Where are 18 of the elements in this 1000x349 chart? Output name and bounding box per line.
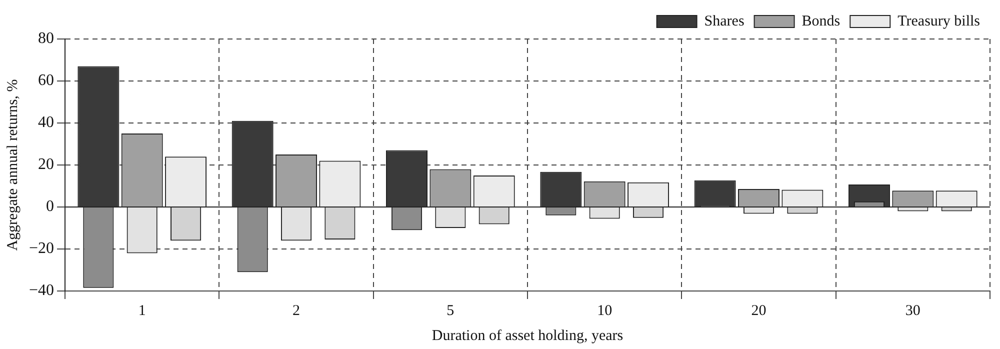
- y-tick-label: 80: [38, 30, 54, 48]
- legend-label: Bonds: [802, 13, 840, 30]
- x-tick-label: 20: [751, 302, 766, 319]
- y-tick-label: 20: [38, 156, 54, 174]
- y-tick-label: −40: [28, 282, 54, 300]
- y-axis-title: Aggregate annual returns, %: [4, 79, 21, 251]
- y-tick-label: −20: [28, 240, 54, 258]
- legend-label: Shares: [704, 13, 744, 30]
- y-tick-label: 0: [46, 198, 54, 216]
- y-tick-label: 60: [38, 72, 54, 90]
- x-axis-title: Duration of asset holding, years: [432, 328, 624, 344]
- y-tick-label: 40: [38, 114, 54, 132]
- legend-label: Treasury bills: [898, 13, 980, 30]
- x-tick-label: 2: [292, 302, 300, 319]
- x-tick-label: 10: [597, 302, 612, 319]
- x-tick-label: 5: [446, 302, 454, 319]
- x-tick-label: 1: [138, 302, 146, 319]
- x-tick-label: 30: [905, 302, 920, 319]
